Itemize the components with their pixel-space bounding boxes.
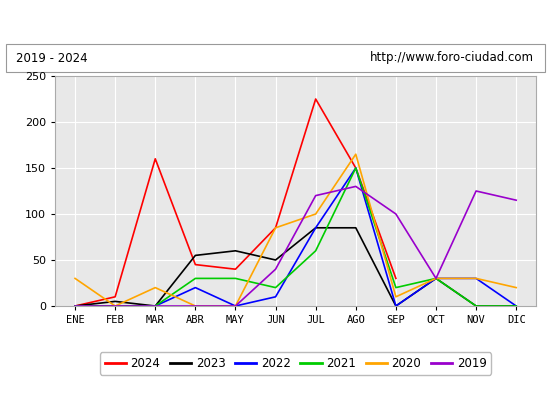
Text: 2019 - 2024: 2019 - 2024	[16, 52, 88, 64]
Text: http://www.foro-ciudad.com: http://www.foro-ciudad.com	[370, 52, 534, 64]
Legend: 2024, 2023, 2022, 2021, 2020, 2019: 2024, 2023, 2022, 2021, 2020, 2019	[100, 352, 491, 374]
Text: Evolucion Nº Turistas Nacionales en el municipio de EspaÚñedo: Evolucion Nº Turistas Nacionales en el m…	[42, 12, 508, 30]
